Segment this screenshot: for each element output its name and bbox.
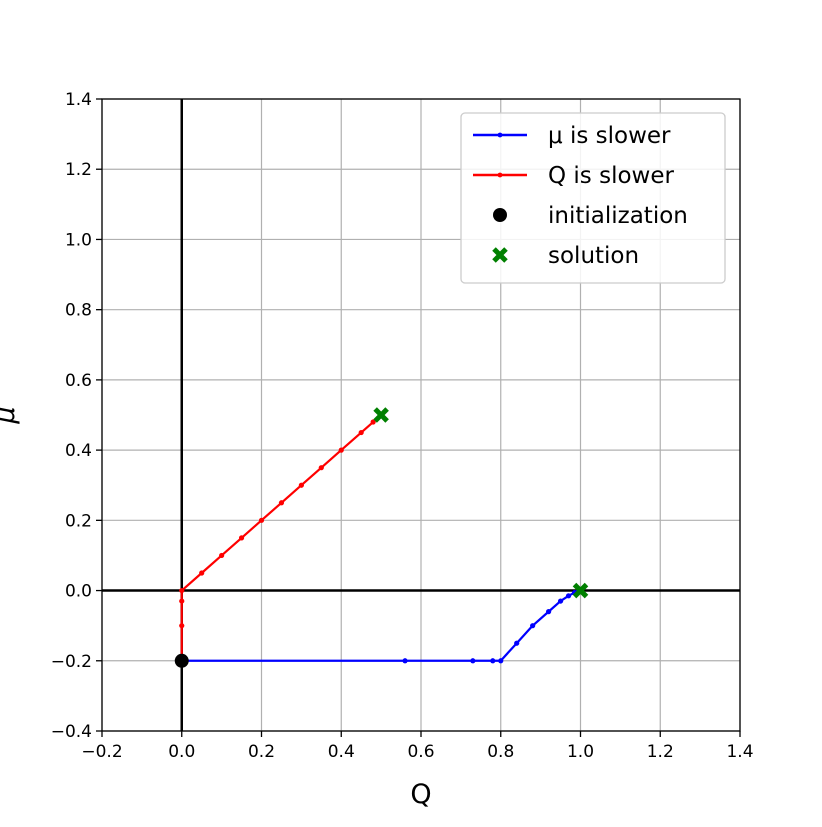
series-line-0 [181,589,581,662]
series-line-1 [180,414,382,661]
series-1-point-6 [238,535,245,541]
x-axis-ticks: −0.2 0.0 0.2 0.4 0.6 0.8 1.0 1.2 1.4 [81,731,754,762]
x-tick-label-7: 1.2 [647,742,674,762]
solution-marker-0 [373,407,389,423]
series-0-point-8 [557,598,564,604]
series-0-point-3 [490,658,496,664]
y-axis-title: μ [0,406,21,424]
legend-label-3: solution [548,243,639,269]
legend-swatch-dot-0 [497,132,503,138]
y-tick-label-6: 0.8 [65,301,92,321]
series-0-point-5 [514,640,520,646]
x-tick-label-6: 1.0 [567,742,594,762]
x-tick-label-2: 0.2 [248,742,275,762]
solution-marker-0-stroke-b [373,407,389,423]
legend-label-1: Q is slower [548,163,675,189]
series-1-point-4 [199,570,205,576]
series-1-point-7 [258,517,265,523]
series-1-point-2 [179,598,185,604]
series-0-point-4 [498,658,504,664]
solution-marker-1 [572,582,589,599]
y-tick-label-5: 0.6 [65,371,92,391]
y-tick-label-8: 1.2 [65,160,92,180]
legend: μ is slower Q is slower initialization solu… [460,112,726,284]
solution-marker-1-stroke-b [572,582,589,599]
series-1-point-5 [219,552,225,559]
series-0-point-6 [530,623,536,629]
series-0-point-7 [546,609,552,615]
legend-swatch-3 [492,247,508,263]
legend-swatch-dot-1 [497,172,503,178]
series-1-point-3 [179,587,185,594]
x-tick-label-4: 0.6 [407,742,434,762]
y-tick-label-2: 0.0 [65,582,92,602]
series-1-point-10 [318,465,324,471]
series-0-point-9 [565,593,572,599]
series-0-point-2 [470,658,476,664]
y-tick-label-0: −0.4 [51,722,92,742]
y-tick-label-9: 1.4 [65,90,92,110]
y-axis-ticks: −0.4 −0.2 0.0 0.2 0.4 0.6 0.8 1.0 1.2 1.4 [51,90,102,742]
series-1-point-11 [338,447,344,453]
series-1-point-12 [358,429,364,436]
legend-swatch-2 [493,208,507,222]
x-tick-label-3: 0.4 [328,742,355,762]
legend-label-0: μ is slower [548,123,671,149]
marker-layer [174,407,589,668]
series-0-point-1 [402,658,408,664]
series-1-point-8 [278,500,285,506]
legend-box [460,112,726,284]
series-1-point-13 [370,419,376,425]
y-tick-label-1: −0.2 [51,652,92,672]
legend-label-2: initialization [548,203,688,229]
series-1-point-9 [298,482,304,488]
x-tick-label-5: 0.8 [487,742,514,762]
series-1-point-1 [179,623,185,629]
initialization-marker-0 [174,653,189,668]
x-axis-title: Q [410,779,431,810]
y-tick-label-7: 1.0 [65,230,92,250]
y-tick-label-3: 0.2 [65,511,92,531]
x-tick-label-1: 0.0 [168,742,195,762]
x-tick-label-8: 1.4 [726,742,753,762]
legend-swatch-3-stroke-b [492,247,508,263]
y-tick-label-4: 0.4 [65,441,92,461]
x-tick-label-0: −0.2 [81,742,122,762]
